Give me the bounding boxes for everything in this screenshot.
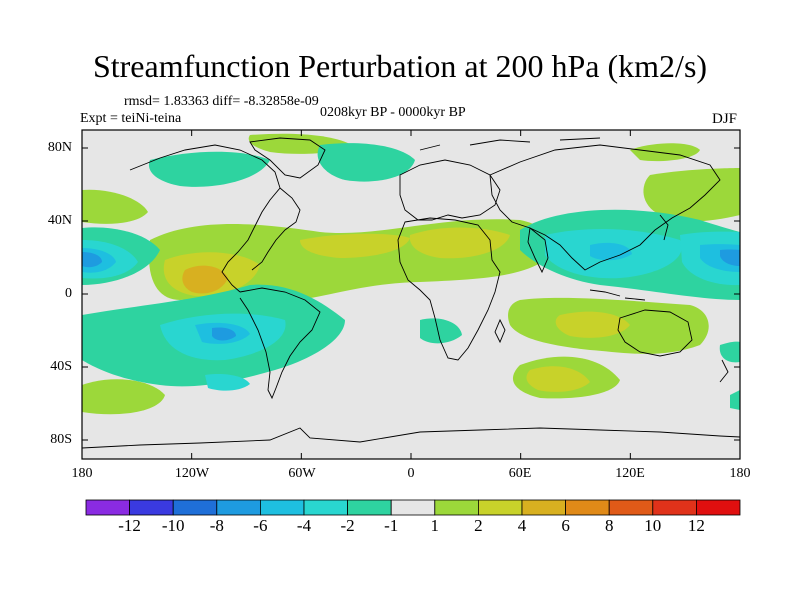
lon-label-180e: 180 bbox=[729, 466, 751, 481]
colorbar-label: -10 bbox=[161, 516, 185, 535]
lon-label-120w: 120W bbox=[174, 466, 210, 481]
colorbar-swatch bbox=[216, 499, 261, 516]
contour-region bbox=[409, 227, 510, 259]
colorbar-swatch bbox=[259, 499, 305, 516]
contour-region bbox=[205, 374, 250, 391]
contour-region bbox=[212, 327, 236, 341]
colorbar-label: 8 bbox=[604, 516, 614, 535]
contour-region bbox=[720, 249, 740, 266]
colorbar-label: 1 bbox=[430, 516, 440, 535]
contour-region bbox=[148, 151, 270, 187]
colorbar-label: 10 bbox=[644, 516, 662, 535]
period-label: 0208kyr BP - 0000kyr BP bbox=[320, 105, 466, 120]
contour-region bbox=[590, 242, 632, 261]
negative-level-4 bbox=[82, 249, 740, 341]
coastline-south-america bbox=[239, 287, 321, 400]
colorbar-label: 6 bbox=[561, 516, 570, 535]
coastline-asia bbox=[489, 144, 721, 271]
coastline-greenland bbox=[249, 137, 326, 179]
coastline-australia bbox=[617, 309, 693, 357]
contour-region bbox=[730, 390, 740, 410]
lon-label-180w: 180 bbox=[71, 466, 93, 481]
contour-region bbox=[555, 311, 630, 338]
coastline-new-zealand bbox=[719, 359, 729, 383]
coastline-africa bbox=[397, 217, 501, 361]
colorbar-label: -4 bbox=[296, 516, 312, 535]
colorbar-swatch bbox=[477, 499, 523, 516]
colorbar-swatch bbox=[303, 499, 348, 516]
coastline-antarctica bbox=[82, 427, 740, 449]
colorbar-label: 2 bbox=[474, 516, 483, 535]
colorbar-swatch bbox=[85, 499, 130, 516]
coastline-north-america bbox=[129, 144, 281, 293]
lat-label-40s: 40S bbox=[50, 359, 72, 374]
coastline-north-america bbox=[251, 187, 301, 271]
lat-label-0: 0 bbox=[65, 286, 72, 301]
coastline-indonesia bbox=[589, 289, 646, 301]
colorbar-swatch bbox=[696, 499, 741, 516]
plot-title: Streamfunction Perturbation at 200 hPa (… bbox=[92, 48, 708, 84]
lon-label-120e: 120E bbox=[615, 466, 645, 481]
experiment-label: Expt = teiNi-teina bbox=[80, 111, 182, 126]
contour-region bbox=[82, 252, 102, 268]
colorbar-label: -8 bbox=[209, 516, 224, 535]
coastlines bbox=[82, 137, 740, 449]
coastline-europe bbox=[399, 159, 501, 221]
colorbar-label: -2 bbox=[340, 516, 355, 535]
colorbar-label: -12 bbox=[118, 516, 141, 535]
contour-region bbox=[719, 341, 740, 363]
axis-ticks bbox=[81, 130, 741, 459]
contour-region bbox=[82, 379, 165, 415]
lon-label-60w: 60W bbox=[288, 466, 316, 481]
contour-region bbox=[82, 189, 148, 224]
lat-label-40n: 40N bbox=[47, 213, 72, 228]
lon-label-0: 0 bbox=[407, 466, 415, 481]
colorbar-swatch bbox=[521, 499, 566, 516]
contour-region bbox=[300, 233, 410, 258]
colorbar-swatch bbox=[434, 499, 479, 516]
colorbar-swatch bbox=[565, 499, 610, 516]
contour-region bbox=[643, 168, 740, 222]
colorbar-swatch bbox=[652, 499, 697, 516]
positive-level-3 bbox=[182, 265, 228, 294]
colorbar-swatch bbox=[608, 499, 654, 516]
colorbar-label: -1 bbox=[384, 516, 399, 535]
colorbar-label: 12 bbox=[687, 516, 705, 535]
contour-region bbox=[630, 143, 700, 162]
colorbar-swatch bbox=[129, 499, 174, 516]
colorbar-swatch bbox=[347, 499, 392, 516]
lat-label-80n: 80N bbox=[47, 140, 72, 155]
colorbar bbox=[85, 499, 741, 516]
contour-region bbox=[420, 318, 462, 344]
contour-region bbox=[526, 366, 590, 392]
stats-line: rmsd= 1.83363 diff= -8.32858e-09 bbox=[124, 94, 319, 109]
colorbar-swatch bbox=[390, 499, 436, 516]
contour-fill-layer bbox=[82, 133, 740, 449]
lat-label-80s: 80S bbox=[50, 432, 72, 447]
coastline-japan bbox=[659, 214, 669, 241]
season-label: DJF bbox=[712, 111, 738, 127]
coastline-india bbox=[527, 227, 549, 274]
lon-label-60e: 60E bbox=[508, 466, 532, 481]
coastline-arctic bbox=[419, 137, 601, 151]
colorbar-swatch bbox=[172, 499, 218, 516]
contour-region bbox=[182, 265, 228, 294]
coastline-madagascar bbox=[494, 318, 506, 344]
colorbar-label: 4 bbox=[517, 516, 527, 535]
colorbar-label: -6 bbox=[253, 516, 268, 535]
contour-region bbox=[317, 143, 415, 182]
